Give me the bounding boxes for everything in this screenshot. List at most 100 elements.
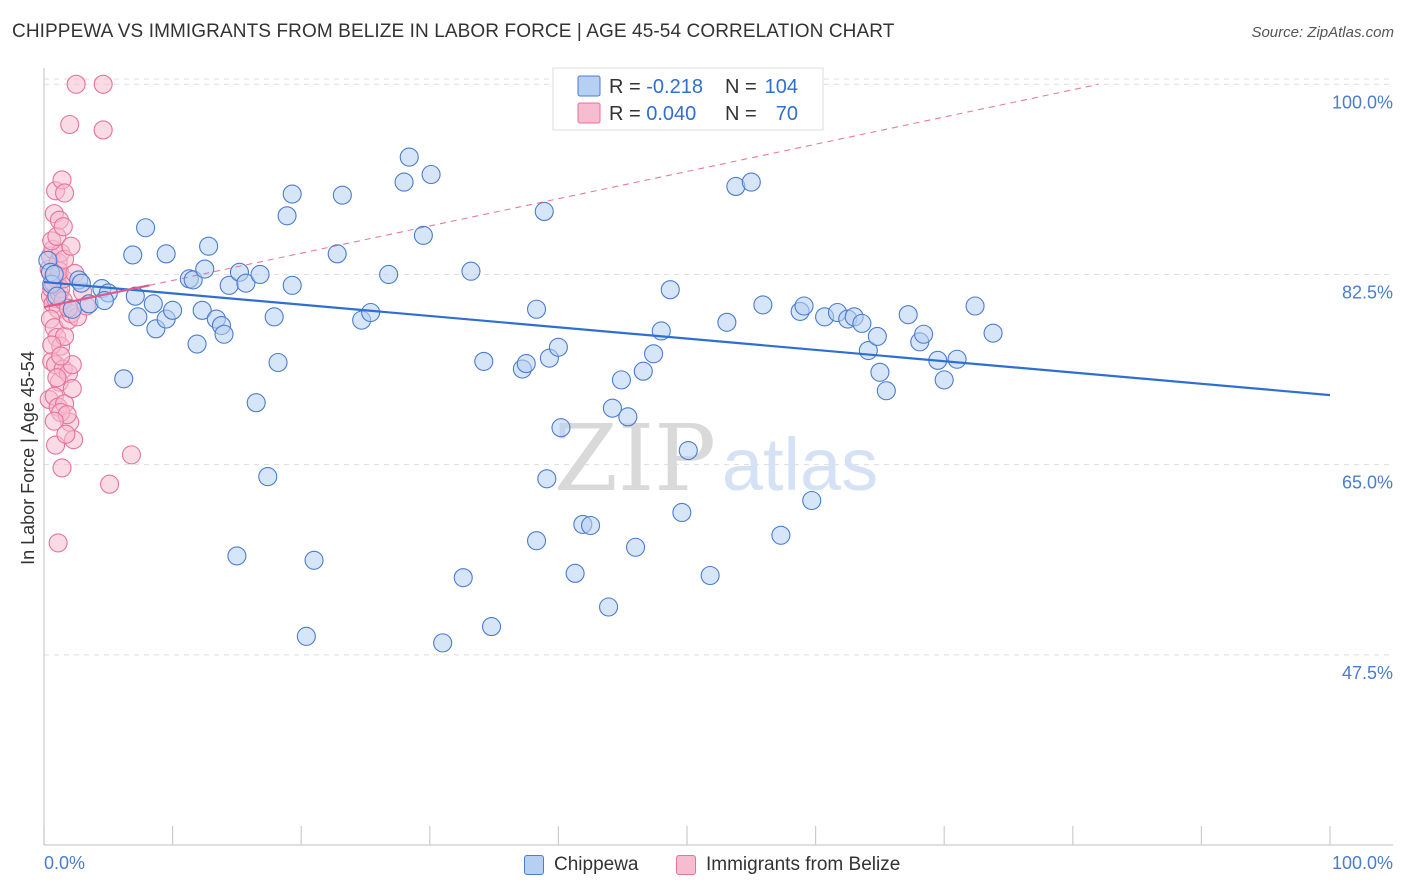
legend-swatch-pink <box>577 102 601 124</box>
trend-line-belize-extension <box>149 83 1099 286</box>
data-point <box>753 295 773 315</box>
data-point <box>537 469 557 489</box>
trend-line-belize <box>43 284 150 309</box>
source-note: Source: ZipAtlas.com <box>1251 24 1394 41</box>
data-point <box>304 550 324 570</box>
data-point <box>195 259 215 279</box>
y-tick-labels: 100.0% 82.5% 65.0% 47.5% <box>1332 92 1393 683</box>
data-point <box>914 324 934 344</box>
legend-pink-n-value: 70 <box>776 103 798 125</box>
data-point <box>93 120 113 140</box>
data-point <box>898 305 918 325</box>
data-point <box>163 300 183 320</box>
x-axis-ticks <box>43 826 1331 845</box>
data-point <box>296 626 316 646</box>
data-point <box>327 244 347 264</box>
bottom-legend-label-belize: Immigrants from Belize <box>706 854 901 875</box>
data-point <box>867 326 887 346</box>
data-point <box>626 537 646 557</box>
data-point <box>741 172 761 192</box>
data-point <box>48 533 68 553</box>
data-point <box>56 424 76 444</box>
data-point <box>700 565 720 586</box>
data-point <box>114 369 134 389</box>
data-point <box>421 164 441 185</box>
watermark-atlas: atlas <box>722 423 878 506</box>
bottom-legend-chippewa: Chippewa <box>524 852 639 878</box>
legend-blue-n-label: N = <box>725 76 757 98</box>
data-point <box>264 307 284 327</box>
data-point <box>44 264 64 285</box>
data-point <box>282 184 302 204</box>
data-point <box>277 206 297 226</box>
chart-title: CHIPPEWA VS IMMIGRANTS FROM BELIZE IN LA… <box>12 21 895 42</box>
data-point <box>965 296 985 316</box>
data-point <box>62 379 82 399</box>
data-point <box>121 445 141 465</box>
legend-blue-row: R = -0.218 <box>609 76 703 98</box>
x-tick-label-min: 0.0% <box>44 853 85 873</box>
y-tick-label: 100.0% <box>1332 92 1393 112</box>
data-point <box>143 294 163 314</box>
data-point <box>802 490 822 511</box>
data-point <box>413 225 433 245</box>
data-point <box>474 351 494 371</box>
data-point <box>876 381 896 401</box>
data-point <box>128 307 148 327</box>
y-axis-label: In Labor Force | Age 45-54 <box>18 351 38 565</box>
data-point <box>947 349 967 369</box>
data-point <box>199 236 219 256</box>
data-point <box>644 344 664 364</box>
data-point <box>66 74 86 94</box>
data-point <box>516 354 536 374</box>
data-point <box>461 261 481 281</box>
data-point <box>71 273 91 293</box>
bottom-legend-label-chippewa: Chippewa <box>554 854 639 875</box>
data-point <box>771 525 791 545</box>
bottom-legend-swatch-blue <box>524 855 544 875</box>
data-point <box>60 114 80 135</box>
data-point <box>660 280 680 300</box>
data-point <box>100 474 120 494</box>
data-point <box>433 633 453 653</box>
legend-blue-r-value: -0.218 <box>646 76 703 98</box>
data-point <box>618 407 638 427</box>
legend-blue-n-value: 104 <box>765 76 798 98</box>
data-point <box>394 172 414 192</box>
legend-pink-r-value: 0.040 <box>646 103 696 125</box>
data-point <box>55 183 75 203</box>
y-tick-label: 82.5% <box>1342 282 1393 302</box>
data-point <box>192 300 212 320</box>
legend-pink-r-label: R = <box>609 103 646 125</box>
data-point <box>399 147 419 167</box>
legend: R = -0.218 N = 104 R = 0.040 N = 70 <box>552 67 824 131</box>
data-point <box>246 393 266 413</box>
data-point <box>47 368 67 388</box>
data-point <box>93 74 113 94</box>
data-point <box>52 458 72 478</box>
data-point <box>551 418 571 438</box>
data-point <box>250 264 270 285</box>
trend-line-chippewa <box>43 280 1331 397</box>
data-point <box>633 361 653 381</box>
bottom-legend-swatch-pink <box>676 855 696 875</box>
data-point <box>236 273 256 293</box>
data-point <box>672 502 692 523</box>
data-point <box>332 185 352 205</box>
y-tick-label: 65.0% <box>1342 473 1393 493</box>
data-point <box>123 245 143 265</box>
x-tick-label-max: 100.0% <box>1332 853 1393 873</box>
data-point <box>534 201 554 221</box>
data-point <box>379 264 399 285</box>
data-point <box>44 411 64 431</box>
legend-pink-n-label: N = <box>725 103 757 125</box>
legend-swatch-blue <box>577 75 601 97</box>
y-tick-label: 47.5% <box>1342 663 1393 683</box>
data-point <box>678 440 698 461</box>
data-point <box>361 302 381 323</box>
data-point <box>717 312 737 332</box>
data-point <box>136 218 156 238</box>
data-point <box>51 346 71 366</box>
data-point <box>227 546 247 566</box>
